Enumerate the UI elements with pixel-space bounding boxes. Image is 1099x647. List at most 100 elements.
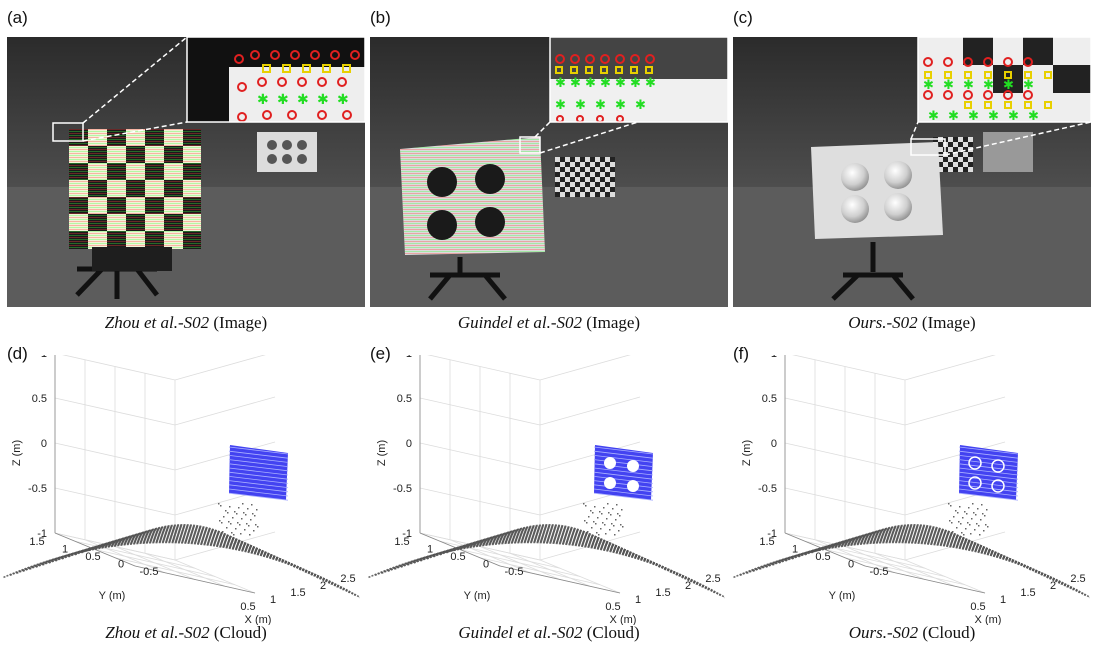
spheres-target — [811, 142, 943, 239]
svg-text:✱: ✱ — [585, 76, 596, 91]
zoom-inset-b: ✱ ✱ ✱ ✱ ✱ ✱ ✱ ✱ ✱ ✱ ✱ ✱ — [549, 37, 728, 123]
panel-label-f: (f) — [733, 344, 750, 363]
z-tick-label: 1 — [41, 355, 47, 360]
svg-text:✱: ✱ — [615, 76, 626, 91]
photo-checkerboard: ✱ ✱ ✱ ✱ ✱ — [7, 37, 365, 307]
x-tick-label: 0.5 — [605, 601, 620, 613]
svg-text:✱: ✱ — [257, 92, 269, 108]
photo-spheres-board: ✱ ✱ ✱ ✱ ✱ ✱ ✱ ✱ ✱ ✱ ✱ ✱ — [733, 37, 1091, 307]
panel-label-a: (a) — [7, 8, 28, 27]
caption-a: Zhou et al.-S02 (Image) — [104, 313, 268, 332]
y-tick-label: 1.5 — [29, 536, 44, 548]
y-tick-label: -0.5 — [505, 566, 524, 578]
svg-text:✱: ✱ — [630, 76, 641, 91]
x-tick-label: 2.5 — [705, 573, 720, 585]
z-tick-label: -0.5 — [28, 483, 47, 495]
z-tick-label: 1 — [771, 355, 777, 360]
svg-text:✱: ✱ — [555, 76, 566, 91]
point-cloud-plot-f: 10.50-0.5-11.510.50-0.50.511.522.5Z (m)Y… — [730, 355, 1090, 625]
caption-b: Guindel et al.-S02 (Image) — [457, 313, 641, 332]
target-point-cloud — [593, 445, 654, 501]
y-tick-label: -0.5 — [140, 566, 159, 578]
y-axis-label: Y (m) — [829, 590, 856, 602]
panel-label-b: (b) — [370, 8, 391, 27]
caption-c: Ours.-S02 (Image) — [848, 313, 976, 332]
svg-text:✱: ✱ — [615, 98, 626, 113]
svg-text:✱: ✱ — [963, 78, 974, 93]
z-tick-label: 1 — [406, 355, 412, 360]
z-tick-label: 0.5 — [397, 393, 412, 405]
z-axis-label: Z (m) — [11, 440, 23, 466]
y-tick-label: 0.5 — [85, 551, 100, 563]
x-axis-label: X (m) — [975, 614, 1002, 625]
caption-f: Ours.-S02 (Cloud) — [848, 623, 976, 642]
x-tick-label: 0.5 — [240, 601, 255, 613]
z-tick-label: 0 — [41, 438, 47, 450]
photo-holes-board: ✱ ✱ ✱ ✱ ✱ ✱ ✱ ✱ ✱ ✱ ✱ ✱ — [370, 37, 728, 307]
svg-text:✱: ✱ — [1008, 109, 1019, 124]
z-tick-label: -1 — [767, 528, 777, 540]
svg-text:✱: ✱ — [928, 109, 939, 124]
y-tick-label: 1.5 — [759, 536, 774, 548]
svg-text:✱: ✱ — [317, 92, 329, 108]
y-axis-label: Y (m) — [464, 590, 491, 602]
checkerboard-target — [69, 129, 201, 249]
x-tick-label: 2.5 — [1070, 573, 1085, 585]
svg-text:✱: ✱ — [968, 109, 979, 124]
svg-text:✱: ✱ — [575, 98, 586, 113]
z-tick-label: -0.5 — [758, 483, 777, 495]
target-point-cloud — [228, 445, 289, 501]
svg-text:✱: ✱ — [943, 78, 954, 93]
z-tick-label: 0 — [771, 438, 777, 450]
x-tick-label: 2 — [685, 580, 691, 592]
z-tick-label: -0.5 — [393, 483, 412, 495]
y-tick-label: 0 — [118, 559, 124, 571]
caption-e: Guindel et al.-S02 (Cloud) — [458, 623, 640, 642]
x-tick-label: 1.5 — [1020, 587, 1035, 599]
y-tick-label: 1 — [62, 544, 68, 556]
zoom-inset-a: ✱ ✱ ✱ ✱ ✱ — [186, 37, 365, 123]
svg-text:✱: ✱ — [277, 92, 289, 108]
z-tick-label: 0.5 — [762, 393, 777, 405]
svg-text:✱: ✱ — [988, 109, 999, 124]
x-axis-label: X (m) — [245, 614, 272, 625]
x-tick-label: 1 — [635, 594, 641, 606]
z-tick-label: -1 — [37, 528, 47, 540]
x-tick-label: 0.5 — [970, 601, 985, 613]
svg-text:✱: ✱ — [1028, 109, 1039, 124]
svg-text:✱: ✱ — [297, 92, 309, 108]
x-tick-label: 1 — [270, 594, 276, 606]
svg-text:✱: ✱ — [600, 76, 611, 91]
z-axis-label: Z (m) — [741, 440, 753, 466]
z-tick-label: 0 — [406, 438, 412, 450]
y-tick-label: 0.5 — [815, 551, 830, 563]
x-tick-label: 2.5 — [340, 573, 355, 585]
panel-label-d: (d) — [7, 344, 28, 363]
y-tick-label: 1 — [792, 544, 798, 556]
x-tick-label: 2 — [1050, 580, 1056, 592]
z-axis-label: Z (m) — [376, 440, 388, 466]
svg-text:✱: ✱ — [983, 78, 994, 93]
target-point-cloud — [958, 445, 1019, 501]
point-cloud-plot-e: 10.50-0.5-11.510.50-0.50.511.522.5Z (m)Y… — [365, 355, 725, 625]
svg-text:✱: ✱ — [570, 76, 581, 91]
svg-text:✱: ✱ — [337, 92, 349, 108]
y-tick-label: 0.5 — [450, 551, 465, 563]
y-tick-label: 0 — [848, 559, 854, 571]
x-tick-label: 2 — [320, 580, 326, 592]
y-tick-label: 0 — [483, 559, 489, 571]
holes-target — [400, 137, 545, 255]
svg-text:✱: ✱ — [923, 78, 934, 93]
panel-label-e: (e) — [370, 344, 391, 363]
x-tick-label: 1.5 — [290, 587, 305, 599]
y-tick-label: 1 — [427, 544, 433, 556]
svg-text:✱: ✱ — [635, 98, 646, 113]
svg-text:✱: ✱ — [555, 98, 566, 113]
z-tick-label: 0.5 — [32, 393, 47, 405]
z-tick-label: -1 — [402, 528, 412, 540]
caption-d: Zhou et al.-S02 (Cloud) — [105, 623, 267, 642]
svg-text:✱: ✱ — [948, 109, 959, 124]
panel-label-c: (c) — [733, 8, 753, 27]
x-axis-label: X (m) — [610, 614, 637, 625]
y-axis-label: Y (m) — [99, 590, 126, 602]
